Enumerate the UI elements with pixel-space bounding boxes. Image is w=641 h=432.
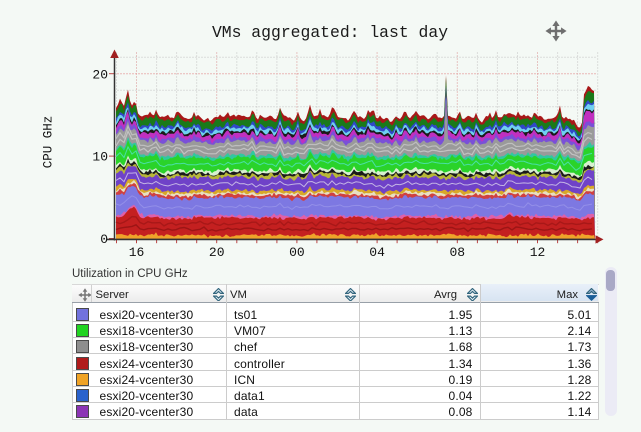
- svg-text:00: 00: [289, 245, 305, 260]
- svg-text:10: 10: [92, 150, 108, 165]
- svg-text:12: 12: [530, 245, 546, 260]
- svg-text:CPU GHz: CPU GHz: [42, 116, 56, 169]
- svg-text:04: 04: [369, 245, 385, 260]
- svg-text:0: 0: [100, 232, 108, 247]
- svg-text:08: 08: [449, 245, 465, 260]
- svg-text:20: 20: [209, 245, 225, 260]
- svg-text:16: 16: [129, 245, 145, 260]
- svg-text:20: 20: [92, 68, 108, 83]
